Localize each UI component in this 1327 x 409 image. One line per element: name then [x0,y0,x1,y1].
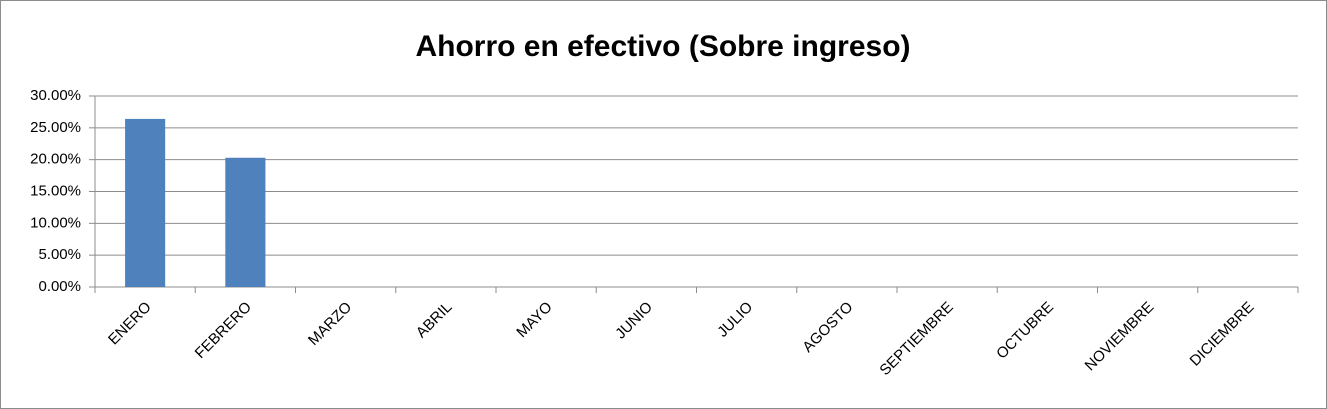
y-tick-label: 15.00% [30,182,81,199]
y-tick-label: 25.00% [30,119,81,136]
bar [125,118,166,287]
y-tick-label: 30.00% [30,87,81,104]
y-tick-label: 10.00% [30,214,81,231]
y-tick-label: 20.00% [30,151,81,168]
chart-title: Ahorro en efectivo (Sobre ingreso) [415,30,910,63]
y-tick-label: 5.00% [38,246,81,263]
y-tick-label: 0.00% [38,278,81,295]
bar [225,157,266,287]
